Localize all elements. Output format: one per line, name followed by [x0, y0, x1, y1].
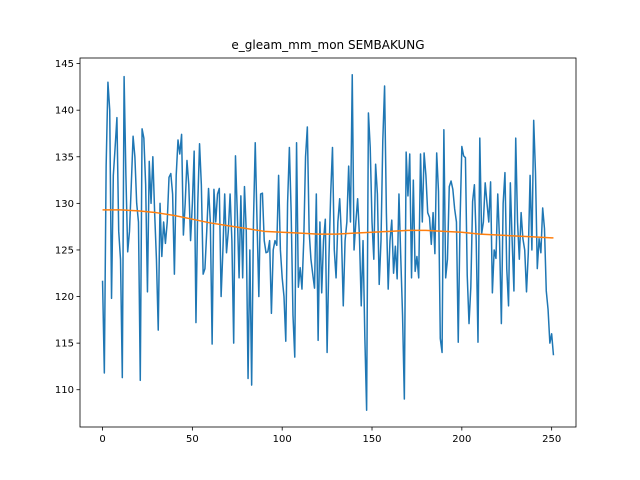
- x-tick-label: 150: [362, 434, 381, 445]
- y-tick-label: 135: [55, 152, 74, 163]
- y-tick-label: 140: [55, 106, 74, 117]
- y-tick-label: 120: [55, 292, 74, 303]
- y-tick-label: 110: [55, 385, 74, 396]
- line: [101, 74, 555, 411]
- x-tick-label: 0: [99, 434, 105, 445]
- y-tick-label: 130: [55, 199, 74, 210]
- x-tick-label: 200: [452, 434, 471, 445]
- x-tick-label: 250: [542, 434, 561, 445]
- x-tick-label: 50: [186, 434, 199, 445]
- x-tick-label: 100: [273, 434, 292, 445]
- y-tick-label: 145: [55, 59, 74, 70]
- y-tick-label: 115: [55, 339, 74, 350]
- chart-title: e_gleam_mm_mon SEMBAKUNG: [231, 38, 424, 52]
- y-tick-label: 125: [55, 245, 74, 256]
- plot-frame: [79, 57, 577, 428]
- line: [102, 209, 554, 239]
